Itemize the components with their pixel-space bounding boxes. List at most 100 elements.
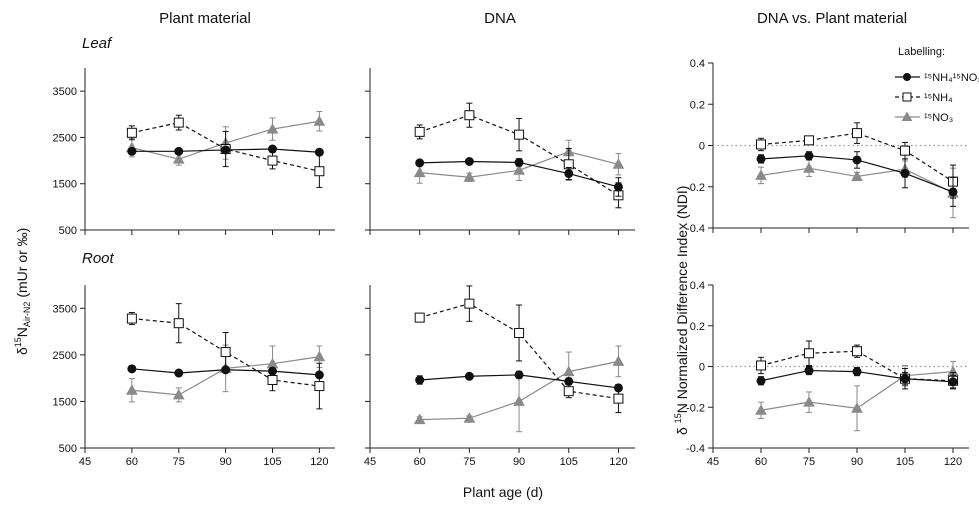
data-point [756, 360, 766, 371]
data-point [268, 144, 277, 154]
data-point [313, 350, 326, 362]
data-point [900, 168, 910, 178]
x-tick-label: 90 [851, 456, 863, 468]
data-point [221, 365, 231, 375]
y-tick-label: 0 [699, 362, 705, 374]
series-0 [127, 364, 324, 380]
data-point [513, 395, 525, 406]
x-tick-label: 45 [707, 456, 719, 468]
legend-label: ¹⁵NO₃ [924, 112, 953, 124]
series-2 [413, 139, 625, 184]
y-tick-label: -0.2 [686, 182, 705, 194]
series-1 [756, 340, 958, 390]
data-point [415, 158, 425, 168]
data-point [514, 157, 524, 167]
y-tick-label: -0.2 [686, 402, 705, 414]
y-tick-label: 0.2 [690, 99, 705, 111]
data-point [613, 383, 623, 393]
x-tick-label: 105 [896, 456, 914, 468]
x-tick-label: 120 [310, 456, 328, 468]
y-tick-label: 1500 [53, 179, 77, 191]
y-tick-label: 0.4 [690, 58, 705, 70]
x-tick-label: 75 [173, 456, 185, 468]
data-point [613, 393, 624, 404]
data-point [414, 312, 425, 323]
series-0 [756, 366, 958, 389]
data-point [900, 374, 910, 384]
data-point [414, 126, 425, 137]
data-point [564, 169, 574, 179]
data-point [464, 156, 474, 166]
y-tick-label: -0.4 [686, 223, 705, 235]
data-point [852, 128, 862, 139]
y-tick-label: 3500 [53, 303, 77, 315]
data-point [266, 123, 279, 134]
column-title-dna: DNA [484, 10, 516, 27]
data-point [804, 348, 814, 359]
y-tick-label: 500 [59, 443, 77, 455]
data-point [804, 151, 814, 161]
data-point [173, 117, 184, 128]
data-point [173, 318, 184, 329]
data-point [852, 155, 862, 165]
column-title-dna-vs-plant: DNA vs. Plant material [757, 10, 907, 27]
data-point [612, 355, 625, 366]
data-point [313, 115, 326, 126]
data-point [513, 164, 525, 175]
series-line [131, 317, 320, 387]
x-tick-label: 60 [755, 456, 767, 468]
data-point [268, 366, 277, 376]
legend-label: ¹⁵NH₄¹⁵NO₃ [924, 72, 979, 84]
y-tick-label: 2500 [53, 132, 77, 144]
data-point [174, 146, 184, 156]
data-point [562, 365, 575, 377]
data-point [803, 162, 815, 173]
legend-title: Labelling: [898, 46, 945, 58]
data-point [220, 347, 231, 358]
x-tick-label: 75 [803, 456, 815, 468]
data-point [804, 135, 814, 146]
legend-marker [902, 92, 912, 102]
data-point [851, 402, 863, 413]
data-point [413, 166, 426, 178]
y-tick-label: 0.2 [690, 321, 705, 333]
y-axis-label-right: δ 15N Normalized Difference Index (NDI) [673, 186, 690, 435]
data-point [127, 146, 137, 156]
data-point [900, 145, 910, 156]
x-tick-label: 120 [609, 456, 627, 468]
legend-marker [901, 111, 913, 121]
series-1 [414, 285, 624, 414]
y-tick-label: 0 [699, 141, 705, 153]
y-tick-label: 500 [59, 225, 77, 237]
data-point [804, 366, 814, 376]
data-point [267, 155, 278, 166]
data-point [756, 139, 766, 150]
data-point [126, 313, 137, 324]
data-point [612, 158, 625, 169]
x-tick-label: 105 [263, 456, 281, 468]
x-tick-label: 90 [513, 456, 525, 468]
data-point [756, 376, 766, 386]
data-point [852, 367, 862, 377]
panel-5: -0.4 -0.2 0 0.2 0.4 45 60 75 90 105 120 [686, 280, 969, 468]
data-point [755, 404, 767, 415]
panel-0: 500 1500 2500 3500 [53, 68, 335, 237]
data-point [464, 298, 475, 309]
data-point [221, 145, 231, 155]
series-0 [415, 370, 623, 393]
data-point [852, 346, 862, 357]
series-0 [756, 151, 958, 207]
data-point [126, 127, 137, 138]
column-title-plant-material: Plant material [159, 10, 251, 27]
data-point [803, 396, 815, 407]
series-0 [127, 144, 324, 157]
x-tick-label: 105 [560, 456, 578, 468]
data-point [464, 110, 475, 121]
panel-4: 45 60 75 90 105 120 [364, 285, 635, 468]
y-tick-label: 1500 [53, 396, 77, 408]
series-1 [414, 102, 624, 209]
data-point [613, 182, 623, 192]
data-point [851, 170, 863, 181]
